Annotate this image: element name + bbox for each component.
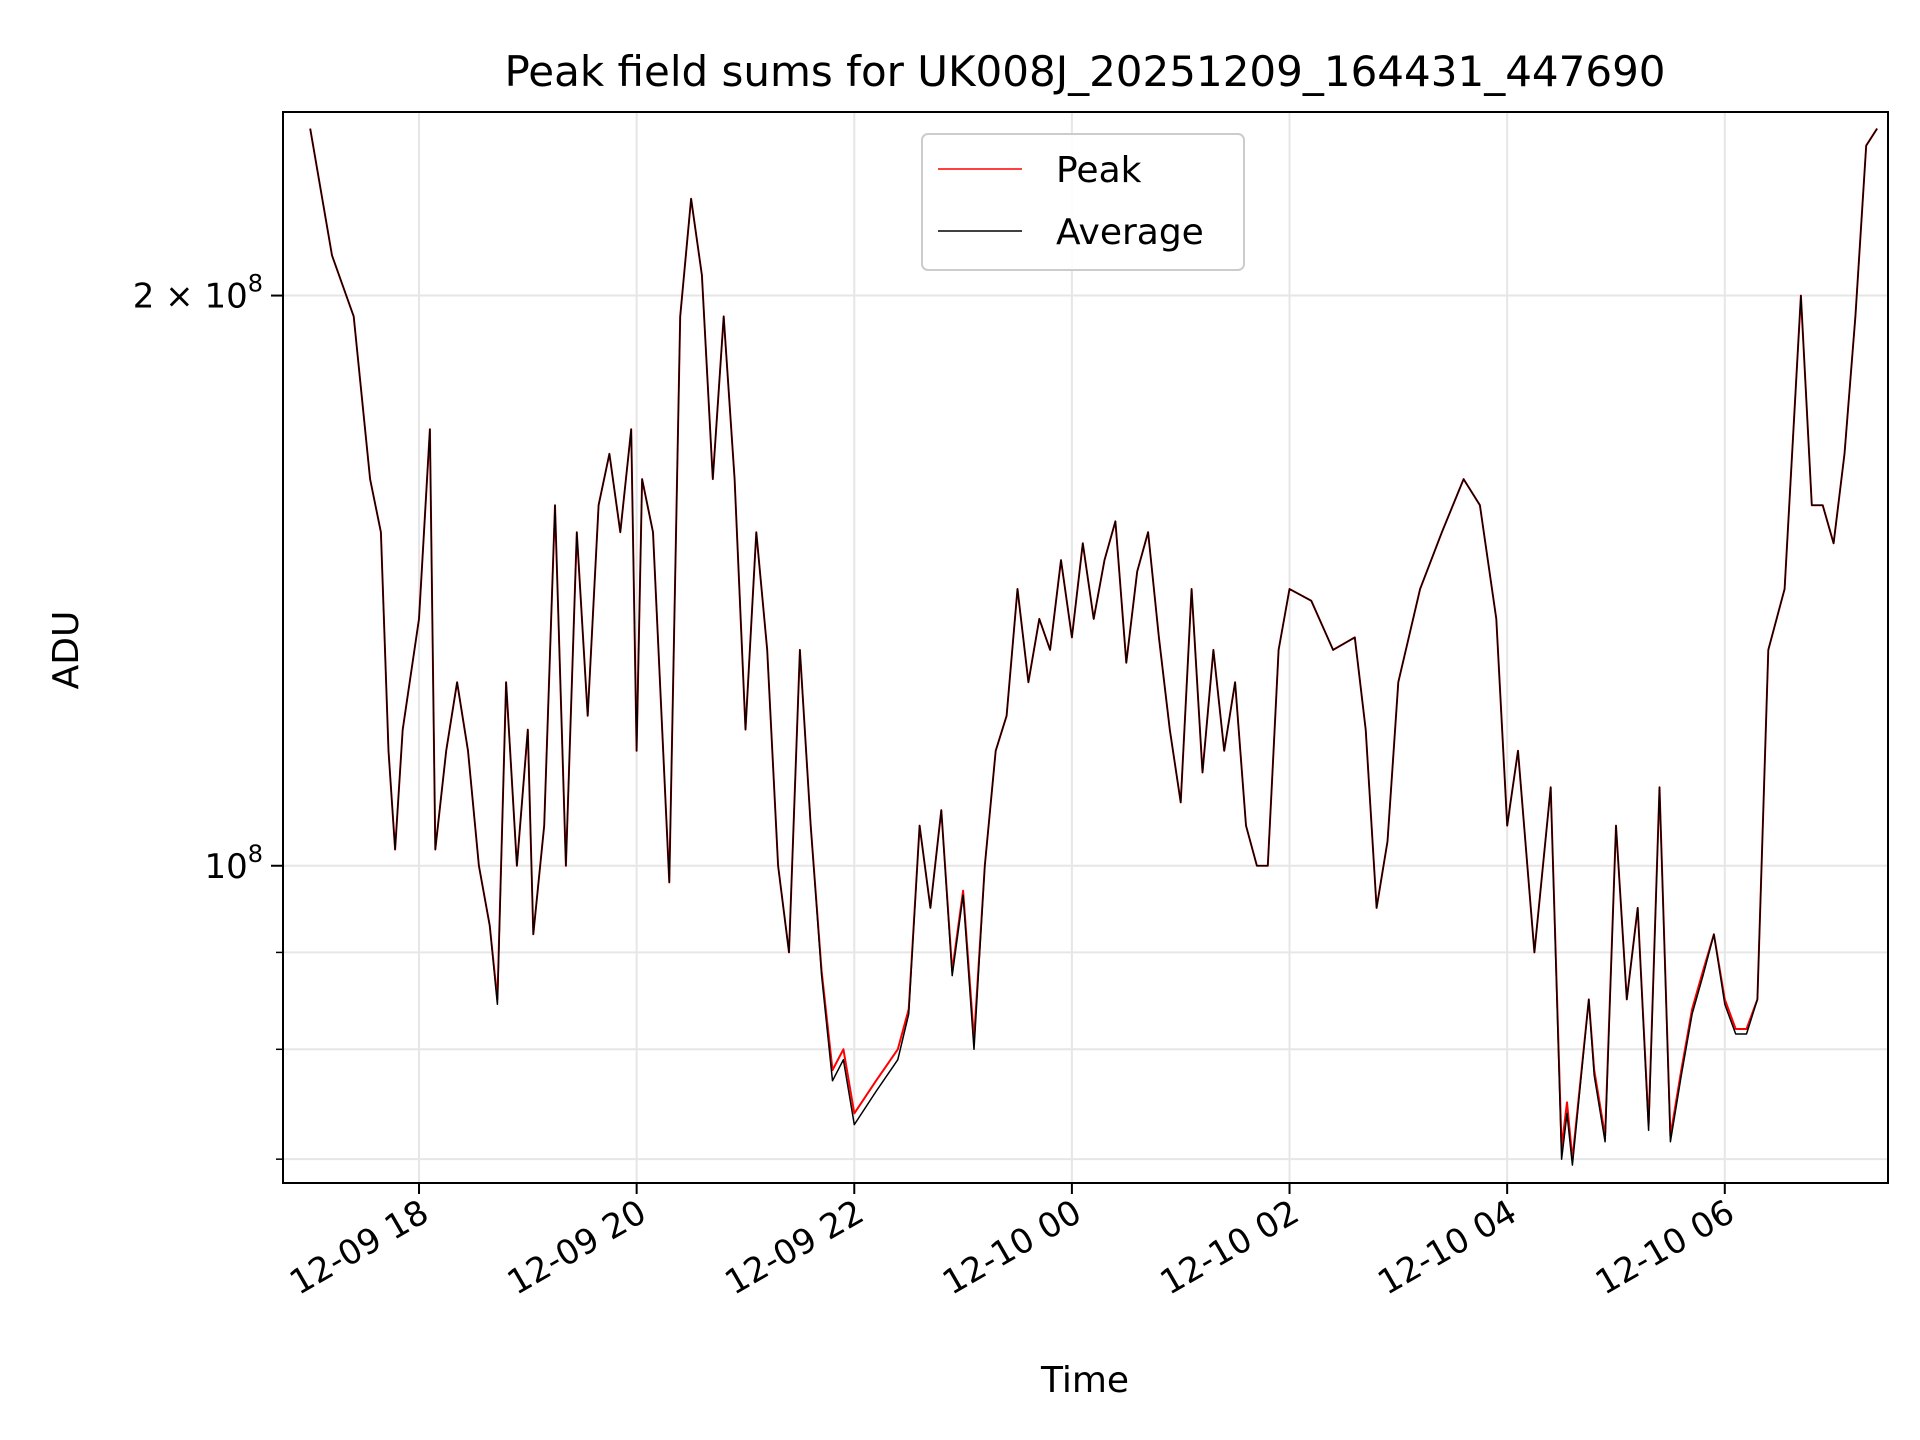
series-lines [309,128,1878,1166]
gridlines [283,112,1888,1183]
plot-frame [282,111,1889,1184]
y-tick-label: 108 [204,840,263,887]
y-tick-label: 2 × 108 [133,270,263,317]
legend: Peak Average [921,133,1245,271]
chart-title: Peak field sums for UK008J_20251209_1644… [504,47,1665,96]
legend-box [921,133,1245,271]
y-axis-ticks: 108 2 × 108 [133,270,283,1160]
series-line-average [309,128,1878,1166]
legend-label-average: Average [1056,212,1204,253]
y-axis-label: ADU [46,611,87,690]
x-axis-label: Time [1040,1360,1129,1401]
legend-label-peak: Peak [1056,150,1142,191]
